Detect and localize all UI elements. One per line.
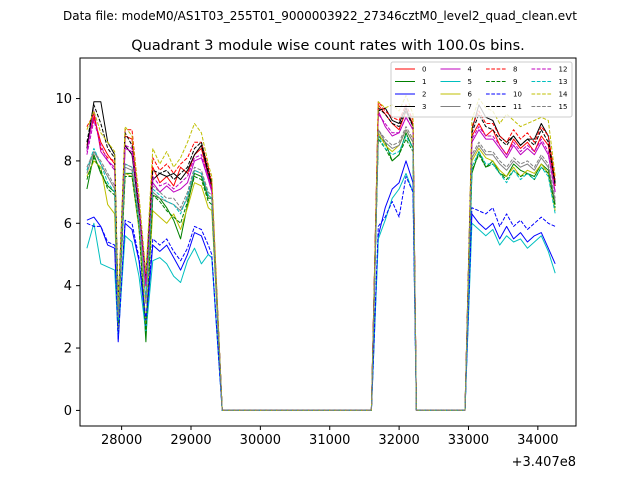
legend-box	[390, 61, 573, 118]
figure-suptitle: Data file: modeM0/AS1T03_255T01_90000039…	[63, 9, 577, 23]
y-tick-label: 0	[64, 404, 72, 419]
legend-label-15: 15	[559, 103, 568, 111]
series-layer	[86, 94, 556, 411]
legend-label-1: 1	[422, 78, 426, 86]
legend-label-3: 3	[422, 103, 426, 111]
legend-label-0: 0	[422, 66, 426, 74]
x-tick-label: 31000	[309, 433, 350, 448]
legend-label-9: 9	[513, 78, 517, 86]
y-tick-label: 4	[64, 279, 72, 294]
legend-label-7: 7	[468, 103, 472, 111]
series-line-12	[86, 113, 556, 411]
x-tick-label: 29000	[170, 433, 211, 448]
legend-label-2: 2	[422, 91, 426, 99]
legend-label-8: 8	[513, 66, 517, 74]
x-tick-label: 28000	[101, 433, 142, 448]
legend-label-13: 13	[559, 78, 568, 86]
y-tick-label: 10	[55, 92, 72, 107]
legend-label-14: 14	[559, 91, 568, 99]
legend-label-4: 4	[468, 66, 473, 74]
x-tick-label: 33000	[448, 433, 489, 448]
y-tick-label: 6	[64, 217, 72, 232]
ticks-layer: 28000 29000 30000 31000 32000 33000 34000 0 2 4 6 8…	[55, 92, 558, 448]
legend-label-10: 10	[513, 91, 522, 99]
series-line-14	[86, 94, 556, 411]
x-offset-label: +3.407e8	[512, 455, 576, 470]
series-line-15	[86, 126, 556, 411]
x-tick-label: 34000	[517, 433, 558, 448]
x-tick-label: 32000	[378, 433, 419, 448]
y-tick-label: 2	[64, 342, 72, 357]
legend-label-6: 6	[468, 91, 473, 99]
legend-label-11: 11	[513, 103, 522, 111]
chart-title: Quadrant 3 module wise count rates with …	[131, 38, 525, 54]
legend-label-5: 5	[468, 78, 472, 86]
x-tick-label: 30000	[240, 433, 281, 448]
legend-label-12: 12	[559, 66, 568, 74]
y-tick-label: 8	[64, 154, 72, 169]
plot-frame	[79, 57, 577, 427]
